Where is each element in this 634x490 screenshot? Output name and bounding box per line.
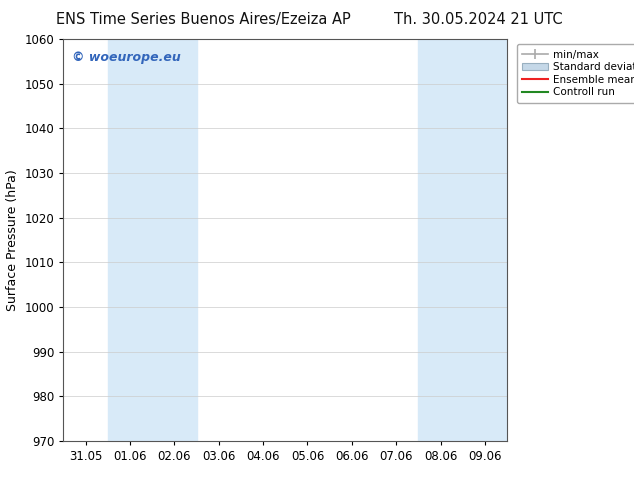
Bar	[418, 39, 507, 441]
Legend: min/max, Standard deviation, Ensemble mean run, Controll run: min/max, Standard deviation, Ensemble me…	[517, 45, 634, 102]
Text: Th. 30.05.2024 21 UTC: Th. 30.05.2024 21 UTC	[394, 12, 563, 27]
Text: ENS Time Series Buenos Aires/Ezeiza AP: ENS Time Series Buenos Aires/Ezeiza AP	[56, 12, 350, 27]
Text: © woeurope.eu: © woeurope.eu	[72, 51, 181, 64]
Bar	[108, 39, 197, 441]
Y-axis label: Surface Pressure (hPa): Surface Pressure (hPa)	[6, 169, 19, 311]
